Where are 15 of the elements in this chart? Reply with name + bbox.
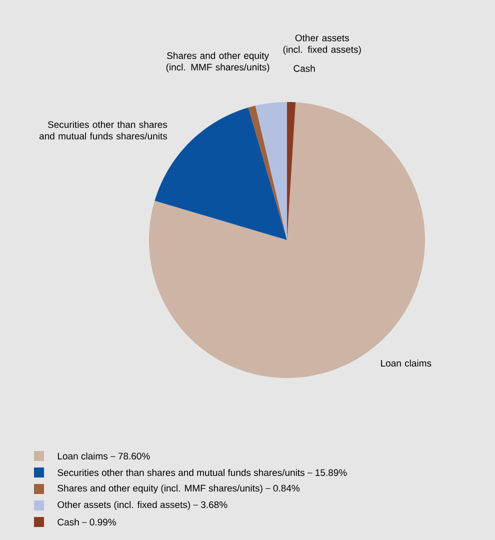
legend-label: Securities other than shares and mutual funds shares/units — [58, 469, 304, 476]
category-label: Shares and other equity (incl. MMF shares/units) — [166, 52, 270, 72]
legend-label: Loan claims — [58, 452, 108, 460]
data-label: 3.68% — [200, 501, 228, 508]
legend-label: Cash — [58, 518, 79, 526]
data-label: 0.99% — [90, 518, 116, 526]
slice-label: Securities other than shares and mutual funds shares/units — [39, 120, 168, 140]
data-label: 78.60% — [118, 452, 150, 460]
data-label: 0.84% — [273, 484, 300, 492]
category-label: Other assets (incl. fixed assets) — [283, 34, 361, 55]
slice-label: Cash — [294, 64, 315, 72]
legend-label: Shares and other equity (incl. MMF shares/units) — [58, 484, 262, 494]
slice-label: Loan claims — [381, 360, 432, 367]
legend-label: Other assets (incl. fixed assets) — [58, 501, 190, 510]
data-label: 15.89% — [316, 469, 347, 476]
